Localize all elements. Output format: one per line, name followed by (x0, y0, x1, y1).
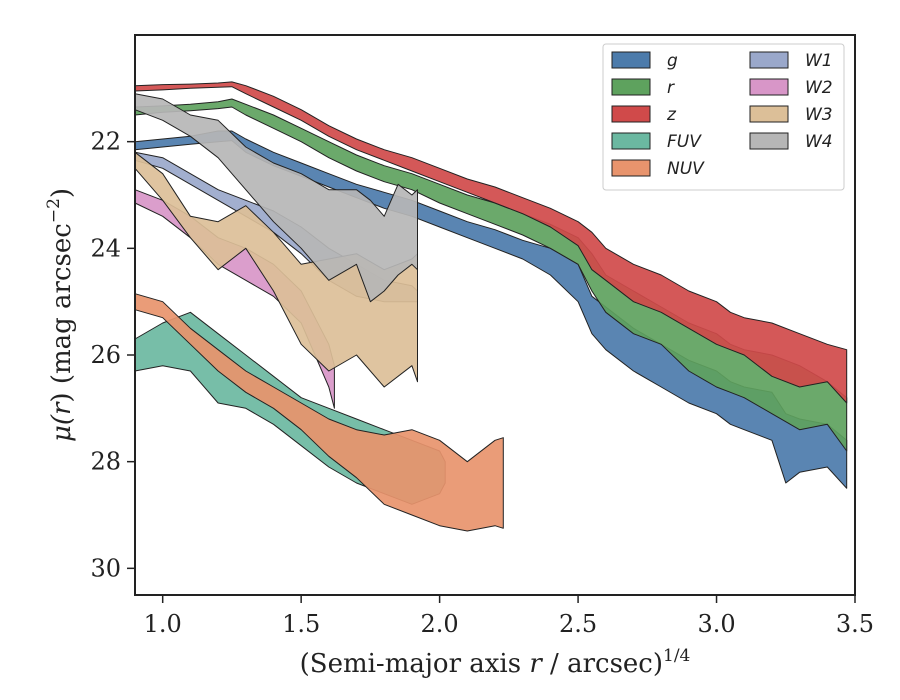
x-tick-label: 3.0 (697, 610, 735, 638)
x-tick-label: 2.0 (421, 610, 459, 638)
y-tick-label: 26 (90, 341, 121, 369)
legend-label-z: z (666, 105, 677, 125)
legend: grz FUV NUV W1 W2 W3 W4 (602, 43, 845, 191)
legend-label-NUV: NUV (667, 159, 705, 179)
x-tick-label: 3.5 (836, 610, 874, 638)
band-z (134, 81, 848, 404)
legend-label-W1: W1 (805, 51, 833, 71)
y-axis-title: μ(r) (mag arcsec−2) (44, 188, 77, 442)
legend-swatch-W2 (749, 78, 789, 96)
y-tick-label: 30 (90, 554, 121, 582)
y-tick-label: 24 (90, 234, 121, 262)
legend-swatch-NUV (611, 159, 651, 177)
x-axis-title: (Semi-major axis r / arcsec)1/4 (300, 646, 691, 679)
legend-swatch-W4 (749, 132, 789, 150)
legend-label-W3: W3 (805, 105, 833, 125)
legend-swatch-FUV (611, 132, 651, 150)
x-tick-label: 2.5 (559, 610, 597, 638)
y-tick-label: 28 (90, 448, 121, 476)
legend-label-r: r (667, 78, 675, 98)
legend-label-W2: W2 (805, 78, 833, 98)
legend-label-W4: W4 (805, 132, 833, 152)
y-tick-label: 22 (90, 128, 121, 156)
profile-bands (134, 81, 848, 532)
legend-swatch-W1 (749, 51, 789, 69)
x-axis: 1.0 1.5 2.0 2.5 3.0 3.5 (144, 595, 874, 638)
legend-label-FUV: FUV (667, 132, 702, 152)
band-W4 (134, 93, 418, 303)
band-W3 (134, 151, 418, 388)
legend-swatch-r (611, 78, 651, 96)
legend-swatch-W3 (749, 105, 789, 123)
band-r (134, 98, 848, 452)
x-tick-label: 1.0 (144, 610, 182, 638)
plot-frame (134, 34, 856, 596)
legend-label-g: g (667, 51, 678, 71)
x-tick-label: 1.5 (282, 610, 320, 638)
legend-swatch-g (611, 51, 651, 69)
y-axis: 22 24 26 28 30 (90, 128, 135, 582)
legend-swatch-z (611, 105, 651, 123)
band-NUV (134, 293, 504, 532)
